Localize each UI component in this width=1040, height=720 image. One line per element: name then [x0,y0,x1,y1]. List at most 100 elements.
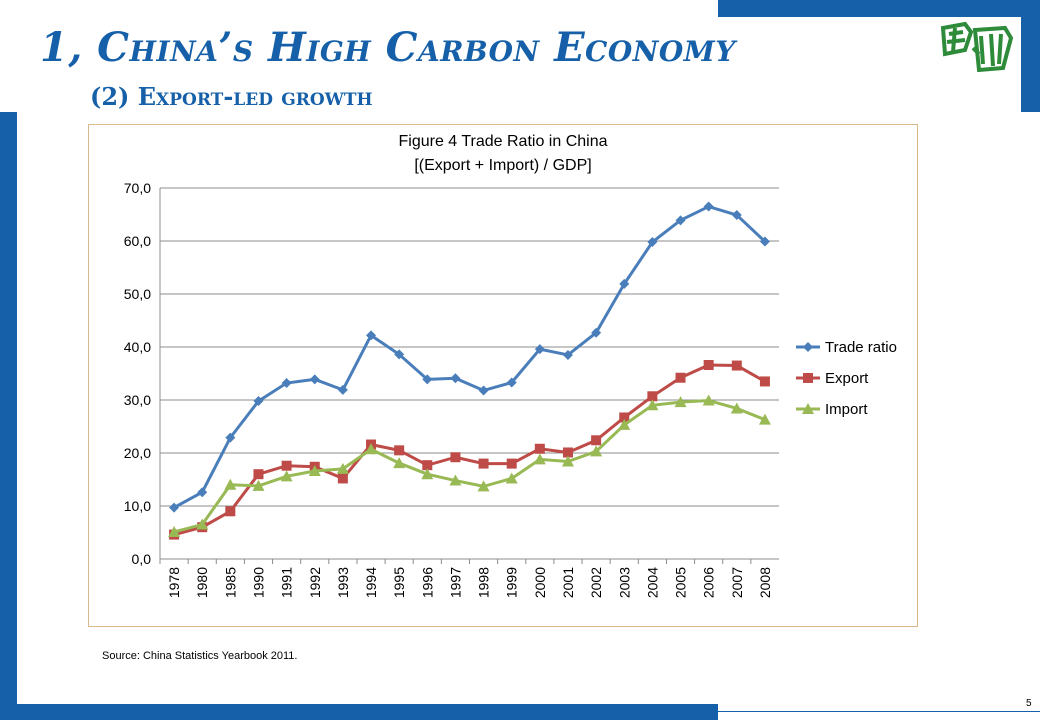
y-tick-label: 60,0 [124,233,151,249]
import-data-point [477,480,490,492]
trade-ratio-data-point [337,384,348,395]
legend-label-trade-ratio: Trade ratio [825,339,897,356]
trade-ratio-data-point [703,201,714,212]
import-data-point [393,457,406,469]
trade-ratio-data-point [478,385,489,396]
import-data-point [618,418,631,430]
export-data-point [422,460,433,471]
export-data-point [478,458,489,469]
trade-ratio-data-point [619,278,630,289]
trade-ratio-data-point [225,432,236,443]
trade-ratio-series-line [173,204,766,509]
import-data-point [590,445,603,457]
trade-ratio-data-point [253,396,264,407]
trade-ratio-data-point [394,349,405,360]
x-tick-label: 2008 [757,567,773,598]
export-data-point [591,435,602,446]
x-tick-label: 2001 [560,567,576,598]
trade-ratio-data-point [647,237,658,248]
bottom-accent-line [718,711,1040,712]
y-tick-label: 0,0 [132,551,152,567]
trade-ratio-data-point [562,349,573,360]
x-tick-label: 1990 [250,567,266,598]
y-tick-label: 30,0 [124,392,151,408]
x-tick-label: 1991 [279,567,295,598]
import-data-point [196,518,209,530]
import-data-point [168,525,181,537]
trade-ratio-data-point [591,327,602,338]
export-data-point [225,506,236,517]
y-tick-label: 20,0 [124,445,151,461]
slide-title: 1, China’s High Carbon Economy [40,24,736,71]
trade-ratio-data-point [534,344,545,355]
import-data-point [533,453,546,465]
legend-marker-trade-ratio [803,342,813,352]
x-tick-label: 1995 [391,567,407,598]
x-tick-label: 2000 [532,567,548,598]
trade-ratio-data-point [366,330,377,341]
chart-frame: Figure 4 Trade Ratio in China [(Export +… [88,124,918,627]
y-tick-label: 70,0 [124,180,151,196]
x-tick-label: 2005 [673,567,689,598]
legend-label-export: Export [825,370,869,387]
export-series-line [173,363,766,537]
x-tick-label: 2002 [588,567,604,598]
chart-title: Figure 4 Trade Ratio in China [398,133,608,150]
trade-ratio-data-point [450,373,461,384]
right-accent-bar [1021,0,1040,112]
import-data-point [561,455,574,467]
x-tick-label: 1994 [363,567,379,598]
export-data-point [450,452,461,463]
import-series-line [173,399,766,534]
import-data-point [252,479,265,491]
x-tick-label: 1980 [194,567,210,598]
trade-ratio-data-point [281,378,292,389]
trade-ratio-data-point [731,210,742,221]
x-tick-label: 2003 [616,567,632,598]
slide-subtitle: (2) Export-led growth [90,82,373,111]
legend-marker-import [802,403,814,414]
import-data-point [280,470,293,482]
import-data-point [421,468,434,480]
export-data-point [562,447,573,458]
legend-label-import: Import [825,401,868,418]
export-data-point [337,473,348,484]
export-data-point [534,443,545,454]
import-data-point [224,478,237,490]
chart-subtitle: [(Export + Import) / GDP] [414,157,592,174]
export-data-point [731,360,742,371]
source-note: Source: China Statistics Yearbook 2011. [102,650,298,662]
trade-ratio-data-point [197,487,208,498]
export-data-point [394,445,405,456]
import-data-point [336,462,349,474]
y-tick-label: 40,0 [124,339,151,355]
import-data-point [758,413,771,425]
x-tick-label: 1997 [447,567,463,598]
import-data-point [449,474,462,486]
trade-ratio-data-point [309,374,320,385]
bottom-accent-bar [0,704,718,720]
import-data-point [308,465,321,477]
legend-marker-export [803,373,813,383]
export-data-point [703,360,714,371]
export-data-point [619,412,630,423]
export-data-point [253,469,264,480]
x-tick-label: 1999 [504,567,520,598]
x-tick-label: 2007 [729,567,745,598]
university-logo-icon [940,21,1014,73]
import-data-point [365,443,378,455]
page-number: 5 [1026,698,1032,709]
export-data-point [759,376,770,387]
left-accent-bar [0,112,17,720]
trade-ratio-data-point [759,236,770,247]
x-tick-label: 2006 [701,567,717,598]
x-tick-label: 1993 [335,567,351,598]
trade-ratio-data-point [506,377,517,388]
import-data-point [646,399,659,411]
x-tick-label: 2004 [644,567,660,598]
export-data-point [675,372,686,383]
x-tick-label: 1996 [419,567,435,598]
x-tick-label: 1998 [476,567,492,598]
top-right-accent-bar [718,0,1040,17]
import-data-point [702,394,715,406]
